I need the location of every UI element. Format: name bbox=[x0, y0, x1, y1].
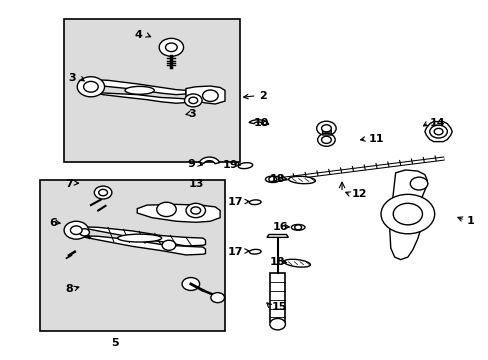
Ellipse shape bbox=[265, 176, 280, 183]
Circle shape bbox=[380, 194, 434, 234]
Text: 4: 4 bbox=[134, 30, 142, 40]
Circle shape bbox=[162, 240, 175, 250]
Text: 3: 3 bbox=[68, 73, 76, 83]
Polygon shape bbox=[91, 92, 185, 103]
Polygon shape bbox=[199, 157, 219, 164]
Text: 2: 2 bbox=[259, 91, 266, 101]
Text: 18: 18 bbox=[269, 174, 285, 184]
Circle shape bbox=[202, 90, 218, 102]
Circle shape bbox=[294, 225, 301, 230]
Polygon shape bbox=[137, 204, 220, 222]
Text: 1: 1 bbox=[466, 216, 473, 226]
Text: 8: 8 bbox=[65, 284, 73, 294]
Polygon shape bbox=[269, 273, 285, 321]
Circle shape bbox=[77, 77, 104, 97]
Text: 17: 17 bbox=[227, 197, 243, 207]
Ellipse shape bbox=[291, 225, 305, 230]
Circle shape bbox=[321, 125, 330, 132]
Text: 9: 9 bbox=[186, 159, 194, 169]
Circle shape bbox=[70, 226, 82, 234]
Text: 6: 6 bbox=[49, 218, 57, 228]
Text: 17: 17 bbox=[227, 247, 243, 257]
Circle shape bbox=[316, 121, 335, 135]
Polygon shape bbox=[91, 80, 185, 95]
Ellipse shape bbox=[118, 234, 161, 242]
Circle shape bbox=[80, 229, 89, 236]
Circle shape bbox=[83, 81, 98, 92]
Ellipse shape bbox=[249, 249, 261, 254]
Circle shape bbox=[190, 207, 200, 214]
Circle shape bbox=[210, 293, 224, 303]
Circle shape bbox=[64, 221, 88, 239]
Circle shape bbox=[182, 278, 199, 291]
Ellipse shape bbox=[125, 86, 154, 94]
Circle shape bbox=[409, 177, 427, 190]
Ellipse shape bbox=[288, 176, 315, 184]
Polygon shape bbox=[76, 226, 205, 246]
Polygon shape bbox=[248, 120, 268, 125]
Circle shape bbox=[429, 125, 447, 138]
Circle shape bbox=[433, 129, 442, 135]
FancyBboxPatch shape bbox=[40, 180, 224, 330]
Text: 7: 7 bbox=[65, 179, 73, 189]
Text: 12: 12 bbox=[351, 189, 366, 199]
Circle shape bbox=[188, 97, 197, 104]
Ellipse shape bbox=[238, 163, 252, 168]
Circle shape bbox=[268, 176, 276, 182]
Text: 15: 15 bbox=[271, 302, 286, 312]
Circle shape bbox=[392, 203, 422, 225]
Circle shape bbox=[321, 136, 330, 143]
Circle shape bbox=[99, 189, 107, 196]
Text: 13: 13 bbox=[188, 179, 203, 189]
Circle shape bbox=[269, 319, 285, 330]
Text: 19: 19 bbox=[223, 159, 238, 170]
Text: 14: 14 bbox=[429, 118, 445, 128]
Polygon shape bbox=[185, 86, 224, 104]
Circle shape bbox=[94, 186, 112, 199]
Circle shape bbox=[317, 134, 334, 146]
Text: 11: 11 bbox=[368, 134, 384, 144]
FancyBboxPatch shape bbox=[64, 19, 239, 162]
Text: 16: 16 bbox=[272, 222, 288, 232]
Text: 3: 3 bbox=[188, 109, 196, 119]
Circle shape bbox=[165, 43, 177, 51]
Circle shape bbox=[184, 94, 202, 107]
Circle shape bbox=[185, 203, 205, 218]
Text: 18: 18 bbox=[269, 257, 285, 267]
Polygon shape bbox=[76, 235, 205, 255]
Text: 10: 10 bbox=[253, 118, 268, 128]
Polygon shape bbox=[389, 170, 427, 260]
Polygon shape bbox=[321, 130, 330, 135]
Polygon shape bbox=[424, 122, 451, 141]
Ellipse shape bbox=[249, 200, 261, 204]
Ellipse shape bbox=[284, 259, 310, 267]
Circle shape bbox=[157, 202, 176, 217]
Polygon shape bbox=[266, 234, 288, 237]
Text: 5: 5 bbox=[111, 338, 119, 348]
Circle shape bbox=[159, 39, 183, 56]
